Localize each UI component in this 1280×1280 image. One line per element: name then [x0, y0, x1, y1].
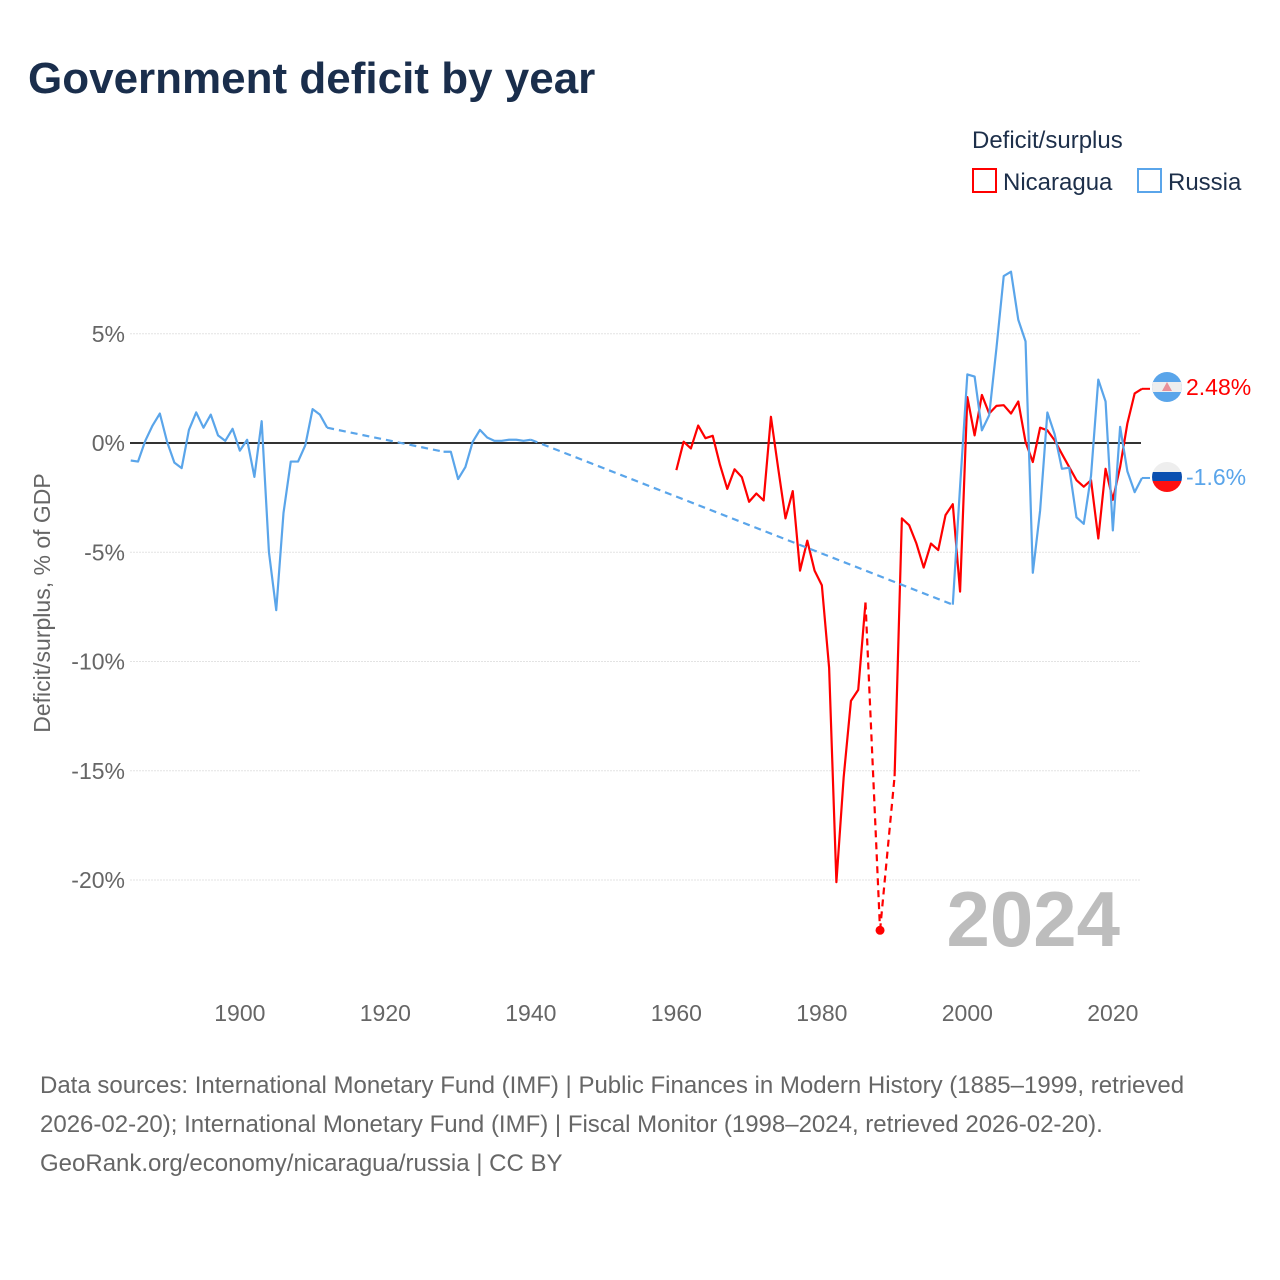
end-label-russia: -1.6%	[1152, 462, 1246, 492]
x-tick-label: 1960	[651, 1000, 702, 1026]
series-russia	[130, 270, 1150, 612]
x-tick-label: 2000	[942, 1000, 993, 1026]
y-tick-label: 0%	[92, 430, 125, 456]
series-gap-segment	[878, 776, 896, 931]
series-gap-segment	[530, 438, 954, 606]
legend-label-russia: Russia	[1168, 169, 1242, 196]
x-tick-label: 1940	[505, 1000, 556, 1026]
series-gap-segment	[326, 426, 444, 453]
y-tick-label: -15%	[71, 758, 125, 784]
y-tick-label: -20%	[71, 867, 125, 893]
chart-title: Government deficit by year	[28, 54, 595, 103]
series-lines	[130, 270, 1150, 935]
footer: Data sources: International Monetary Fun…	[40, 1066, 1250, 1183]
legend-title: Deficit/surplus	[972, 127, 1123, 154]
legend: Deficit/surplus Nicaragua Russia	[972, 127, 1242, 196]
credit-link[interactable]: GeoRank.org/economy/nicaragua/russia | C…	[40, 1150, 563, 1177]
y-axis-ticks: 5% 0% -5% -10% -15% -20%	[71, 321, 125, 893]
series-gap-segment	[864, 602, 882, 931]
series-line-segment	[130, 408, 329, 612]
end-value-nicaragua: 2.48%	[1186, 374, 1251, 400]
y-tick-label: -5%	[84, 539, 125, 565]
legend-label-nicaragua: Nicaragua	[1003, 169, 1113, 196]
end-value-russia: -1.6%	[1186, 464, 1246, 490]
series-line-segment	[951, 270, 1143, 605]
nicaragua-flag-icon	[1152, 372, 1182, 402]
legend-item-nicaragua[interactable]: Nicaragua	[972, 168, 1113, 196]
data-sources: Data sources: International Monetary Fun…	[40, 1072, 1185, 1138]
series-nicaragua	[675, 387, 1150, 935]
series-line-segment	[443, 428, 532, 481]
x-tick-label: 1900	[214, 1000, 265, 1026]
russia-flag-icon	[1152, 462, 1182, 492]
x-tick-label: 1980	[796, 1000, 847, 1026]
end-label-nicaragua: 2.48%	[1152, 372, 1251, 402]
current-year-label: 2024	[946, 875, 1120, 963]
x-tick-label: 2020	[1087, 1000, 1138, 1026]
y-tick-label: 5%	[92, 321, 125, 347]
x-tick-label: 1920	[360, 1000, 411, 1026]
series-line-segment	[893, 387, 1143, 777]
legend-item-russia[interactable]: Russia	[1137, 168, 1242, 196]
legend-swatch-russia	[1137, 168, 1162, 193]
x-axis-ticks: 1900 1920 1940 1960 1980 2000 2020	[214, 1000, 1138, 1026]
gridlines	[130, 333, 1141, 881]
series-line-segment	[675, 415, 867, 884]
y-tick-label: -10%	[71, 649, 125, 675]
legend-swatch-nicaragua	[972, 168, 997, 193]
y-axis-label: Deficit/surplus, % of GDP	[29, 473, 55, 732]
